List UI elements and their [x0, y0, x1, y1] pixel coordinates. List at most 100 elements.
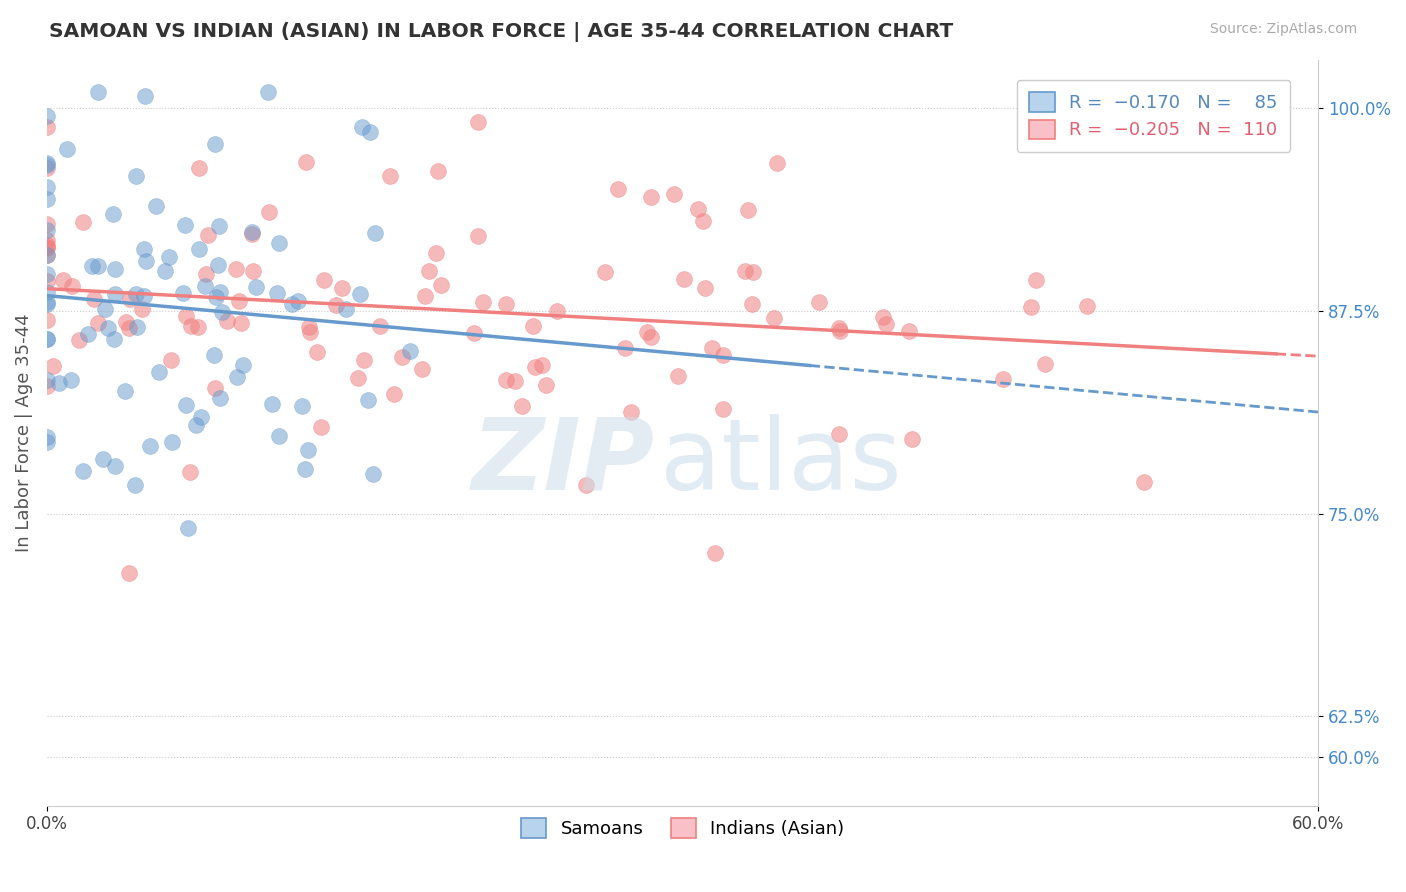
Point — [35, 248, 58, 262]
Text: atlas: atlas — [659, 414, 901, 511]
Point — [330, 281, 353, 295]
Point — [35, 373, 58, 387]
Point — [830, 325, 852, 339]
Point — [359, 125, 381, 139]
Point — [35, 242, 58, 256]
Point — [741, 265, 763, 279]
Point — [231, 316, 253, 330]
Point — [662, 187, 685, 202]
Point — [266, 286, 288, 301]
Point — [35, 285, 58, 299]
Point — [56, 142, 79, 156]
Point — [215, 314, 238, 328]
Point — [114, 384, 136, 399]
Point — [35, 247, 58, 261]
Point — [240, 227, 263, 241]
Point — [546, 304, 568, 318]
Point — [370, 319, 392, 334]
Point — [52, 273, 75, 287]
Point — [135, 253, 157, 268]
Point — [72, 464, 94, 478]
Point — [35, 267, 58, 281]
Point — [350, 120, 373, 135]
Point — [1025, 273, 1047, 287]
Point — [80, 259, 103, 273]
Point — [636, 325, 658, 339]
Point — [174, 218, 197, 232]
Point — [35, 297, 58, 311]
Point — [118, 292, 141, 306]
Point — [391, 351, 413, 365]
Point — [666, 368, 689, 383]
Point — [72, 214, 94, 228]
Point — [187, 319, 209, 334]
Point — [87, 316, 110, 330]
Point — [291, 400, 314, 414]
Point — [118, 321, 141, 335]
Point — [430, 278, 453, 293]
Point — [606, 182, 628, 196]
Point — [83, 292, 105, 306]
Point — [232, 359, 254, 373]
Point — [711, 402, 734, 417]
Point — [35, 120, 58, 135]
Point — [148, 365, 170, 379]
Point — [297, 443, 319, 458]
Point — [472, 295, 495, 310]
Point — [208, 219, 231, 233]
Point — [281, 296, 304, 310]
Point — [35, 332, 58, 346]
Point — [159, 250, 181, 264]
Point — [510, 399, 533, 413]
Point — [298, 319, 321, 334]
Point — [245, 279, 267, 293]
Point — [766, 156, 789, 170]
Point — [522, 319, 544, 334]
Point — [162, 434, 184, 449]
Point — [188, 161, 211, 176]
Point — [593, 265, 616, 279]
Point — [425, 246, 447, 260]
Point — [1076, 299, 1098, 313]
Point — [361, 467, 384, 482]
Point — [534, 378, 557, 392]
Point — [190, 409, 212, 424]
Point — [35, 435, 58, 450]
Point — [194, 279, 217, 293]
Point — [35, 158, 58, 172]
Point — [693, 281, 716, 295]
Point — [211, 304, 233, 318]
Point — [125, 169, 148, 183]
Point — [640, 190, 662, 204]
Point — [294, 461, 316, 475]
Point — [312, 273, 335, 287]
Point — [226, 369, 249, 384]
Point — [177, 521, 200, 535]
Point — [104, 458, 127, 473]
Point — [1133, 475, 1156, 490]
Point — [993, 372, 1015, 386]
Point — [104, 287, 127, 301]
Point — [101, 207, 124, 221]
Point — [35, 332, 58, 346]
Point — [575, 478, 598, 492]
Point — [134, 242, 156, 256]
Point — [640, 330, 662, 344]
Point — [692, 213, 714, 227]
Point — [257, 85, 280, 99]
Point — [225, 262, 247, 277]
Point — [35, 217, 58, 231]
Point — [872, 310, 894, 324]
Point — [41, 359, 63, 373]
Point — [91, 451, 114, 466]
Point — [356, 392, 378, 407]
Point — [35, 294, 58, 309]
Point — [240, 225, 263, 239]
Point — [463, 326, 485, 340]
Point — [35, 379, 58, 393]
Point — [741, 297, 763, 311]
Point — [309, 420, 332, 434]
Point — [202, 348, 225, 362]
Point — [503, 375, 526, 389]
Point — [35, 313, 58, 327]
